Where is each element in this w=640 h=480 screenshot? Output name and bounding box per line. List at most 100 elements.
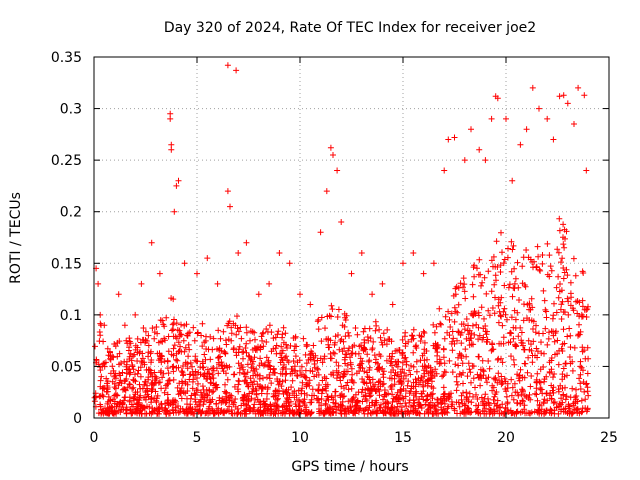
data-point (337, 392, 344, 399)
data-point (338, 336, 345, 343)
data-point (462, 295, 469, 302)
data-point (367, 379, 374, 386)
data-point (510, 335, 517, 342)
data-point (272, 387, 279, 394)
data-point (398, 379, 405, 386)
data-point (266, 362, 273, 369)
data-point (423, 348, 430, 354)
data-point (529, 259, 536, 265)
data-point (509, 384, 516, 391)
data-point (274, 331, 281, 338)
data-point (255, 407, 262, 414)
data-point (307, 356, 314, 363)
data-point-peak (451, 134, 458, 141)
data-point (360, 379, 367, 386)
data-point (424, 382, 431, 389)
data-point (455, 362, 462, 369)
data-point (381, 337, 388, 344)
data-point (91, 398, 98, 405)
data-point (556, 347, 562, 354)
data-point (402, 354, 409, 361)
data-point (555, 273, 562, 280)
data-point (410, 335, 417, 342)
data-point (552, 351, 558, 358)
data-point (502, 386, 509, 392)
data-point (201, 370, 208, 377)
data-point (402, 393, 409, 400)
data-point (200, 401, 207, 408)
data-point (516, 297, 522, 303)
data-point-peak (358, 250, 365, 256)
data-point (128, 357, 135, 364)
data-point (406, 390, 413, 397)
data-point (215, 370, 222, 377)
data-point (475, 336, 482, 343)
data-point (200, 364, 207, 371)
data-point (567, 332, 574, 339)
data-point (460, 380, 466, 387)
data-point-peak (168, 146, 175, 153)
data-point (296, 410, 303, 417)
data-point (330, 369, 336, 376)
data-point (303, 404, 310, 411)
data-point (149, 325, 156, 332)
data-point (315, 316, 322, 323)
data-point (258, 333, 265, 340)
data-point (383, 341, 390, 348)
data-point (118, 380, 125, 387)
data-point (194, 387, 201, 394)
data-point-peak (168, 141, 175, 148)
data-point (318, 402, 325, 409)
data-point (100, 410, 107, 417)
data-point (471, 262, 478, 269)
data-point (421, 339, 428, 346)
data-point (137, 373, 144, 380)
data-point (373, 356, 379, 363)
data-point (244, 369, 251, 376)
data-point (267, 402, 274, 409)
data-point (515, 333, 522, 340)
data-point (185, 408, 192, 415)
data-point (263, 396, 270, 402)
data-point (171, 342, 178, 349)
data-point (385, 336, 392, 343)
data-point (481, 315, 487, 322)
data-point (104, 378, 111, 385)
data-point (451, 407, 458, 414)
y-tick-label: 0.05 (51, 359, 82, 375)
data-point (483, 400, 490, 407)
data-point (202, 337, 209, 344)
data-point (187, 359, 194, 366)
data-point (332, 333, 339, 340)
x-tick-label: 10 (291, 430, 309, 446)
data-point (576, 321, 582, 328)
data-point (316, 410, 323, 417)
data-point (501, 305, 508, 312)
data-point (431, 402, 438, 409)
data-point (348, 407, 355, 414)
data-point (559, 399, 566, 406)
data-point (496, 377, 503, 384)
data-point-peak (307, 301, 314, 308)
data-point (342, 333, 349, 340)
data-point (512, 275, 519, 282)
data-point (541, 297, 548, 304)
data-point (579, 303, 586, 310)
data-point (277, 378, 283, 385)
data-point-peak (243, 239, 250, 246)
data-point (503, 393, 510, 400)
data-point (298, 363, 305, 370)
data-point (296, 402, 303, 409)
data-point (137, 403, 144, 410)
data-point-peak (175, 177, 182, 184)
data-point (500, 410, 507, 417)
data-point (479, 279, 486, 286)
data-point (352, 325, 359, 331)
y-axis-ticks: 0 0.05 0.1 0.15 0.2 0.25 0.3 0.35 (51, 50, 609, 427)
data-point (488, 407, 494, 414)
data-point (369, 346, 376, 353)
data-point (300, 335, 307, 342)
data-point (253, 366, 260, 373)
data-point (347, 404, 354, 411)
data-point (204, 392, 211, 399)
